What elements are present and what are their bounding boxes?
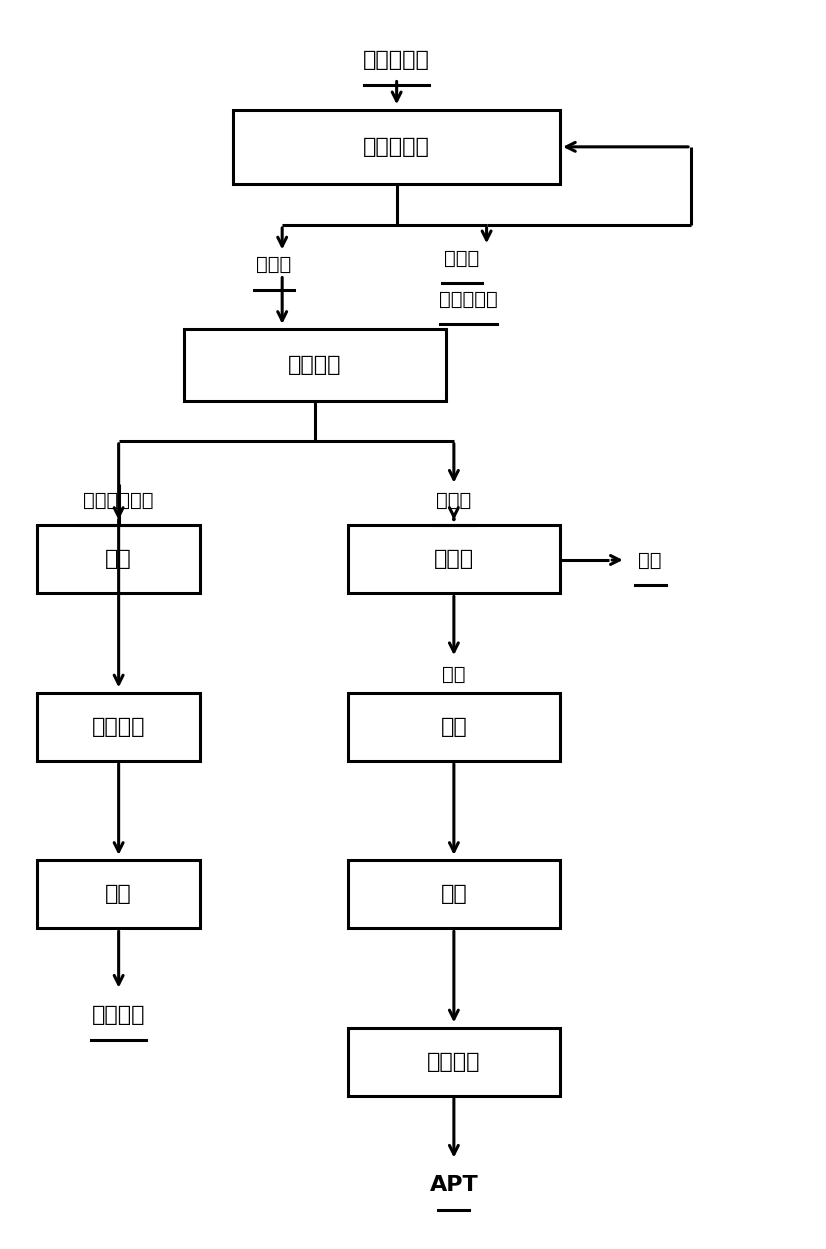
Bar — [348, 693, 560, 761]
Text: 热分解: 热分解 — [434, 550, 474, 570]
Text: 浸出液: 浸出液 — [256, 255, 292, 275]
Text: （硫酸钙）: （硫酸钙） — [439, 290, 498, 309]
Text: 萃取提钼: 萃取提钼 — [288, 355, 342, 375]
Text: 浸出渣: 浸出渣 — [444, 249, 480, 269]
Text: 蒸发结晶: 蒸发结晶 — [427, 1052, 481, 1072]
Bar — [233, 110, 560, 184]
Bar — [348, 861, 560, 928]
Text: 母液: 母液 — [638, 551, 662, 570]
Text: 仲钼酸铵: 仲钼酸铵 — [92, 1005, 145, 1025]
Text: APT: APT — [430, 1175, 478, 1195]
Bar — [348, 526, 560, 593]
Text: 中和: 中和 — [105, 884, 132, 904]
Bar — [348, 1028, 560, 1095]
Text: 净化除杂: 净化除杂 — [92, 717, 145, 737]
Text: 反萃: 反萃 — [105, 550, 132, 570]
Text: 萃余液: 萃余液 — [436, 491, 472, 510]
Bar — [37, 861, 201, 928]
Text: 净化: 净化 — [440, 884, 468, 904]
Text: 氨溶: 氨溶 — [440, 717, 468, 737]
Bar — [37, 693, 201, 761]
Text: 粗钼酸铵溶液: 粗钼酸铵溶液 — [83, 491, 154, 510]
Bar — [184, 330, 446, 401]
Text: 高钼白钨矿: 高钼白钨矿 — [363, 50, 430, 70]
Text: 钨酸: 钨酸 — [442, 664, 466, 683]
Bar — [37, 526, 201, 593]
Text: 电氧化浸出: 电氧化浸出 — [363, 137, 430, 157]
